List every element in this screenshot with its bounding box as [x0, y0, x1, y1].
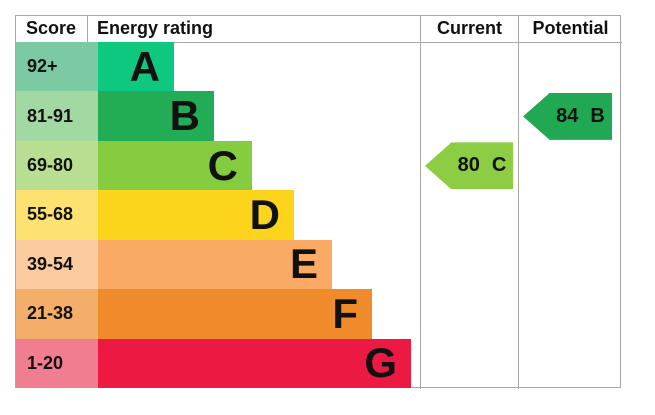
- current-rating-value: 80: [457, 154, 480, 177]
- rating-bar-g: G: [98, 338, 411, 388]
- band-row-d: 55-68 D: [16, 190, 622, 240]
- band-row-f: 21-38 F: [16, 289, 622, 339]
- rating-letter-a: A: [129, 42, 160, 90]
- score-range-e: 39-54: [16, 239, 98, 290]
- rating-letter-b: B: [169, 92, 200, 140]
- rating-bar-d: D: [98, 190, 294, 240]
- rating-letter-e: E: [289, 240, 318, 288]
- band-row-c: 69-80 C: [16, 140, 622, 191]
- band-row-e: 39-54 E: [16, 239, 622, 290]
- score-range-f: 21-38: [16, 289, 98, 339]
- rating-letter-g: G: [364, 339, 397, 387]
- band-row-g: 1-20 G: [16, 338, 622, 388]
- rating-bar-c: C: [98, 140, 252, 191]
- potential-rating-value: 84: [556, 104, 579, 127]
- current-column-divider: [420, 15, 421, 389]
- band-row-b: 81-91 B: [16, 91, 622, 141]
- rating-letter-c: C: [207, 141, 238, 189]
- current-rating-letter: C: [491, 154, 507, 177]
- rating-bar-a: A: [98, 42, 174, 92]
- score-range-c: 69-80: [16, 140, 98, 191]
- header-divider-line: [15, 42, 622, 43]
- rating-bar-b: B: [98, 91, 214, 141]
- score-column-header: Score: [25, 18, 77, 38]
- rating-bar-f: F: [98, 289, 372, 339]
- potential-column-divider: [518, 15, 519, 389]
- potential-column-header: Potential: [532, 18, 609, 38]
- potential-rating-letter: B: [590, 104, 605, 127]
- score-range-a: 92+: [16, 42, 98, 92]
- current-column-header: Current: [436, 18, 502, 38]
- rating-letter-d: D: [249, 190, 280, 238]
- rating-bar-e: E: [98, 239, 332, 290]
- energy-rating-column-header: Energy rating: [97, 18, 214, 38]
- score-range-d: 55-68: [16, 190, 98, 240]
- score-column-divider: [87, 15, 88, 42]
- rating-letter-f: F: [332, 289, 358, 337]
- score-range-g: 1-20: [16, 338, 98, 388]
- band-row-a: 92+ A: [16, 42, 622, 92]
- score-range-b: 81-91: [16, 91, 98, 141]
- rating-bands: 92+ A 81-91 B 69-80 C 55-68 D 39-54 E 21-38 F 1-20 G: [16, 42, 622, 388]
